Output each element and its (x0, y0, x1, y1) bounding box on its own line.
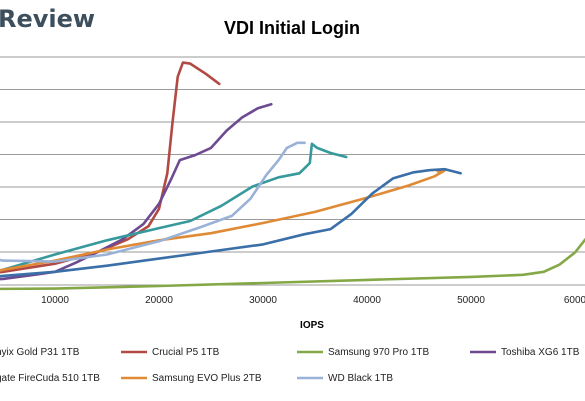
legend-label: Crucial P5 1TB (152, 347, 220, 358)
x-tick-label: 20000 (145, 295, 173, 306)
legend-label: nyix Gold P31 1TB (0, 347, 80, 358)
legend-label: Toshiba XG6 1TB (501, 347, 580, 358)
legend-item: Samsung EVO Plus 2TB (121, 373, 262, 384)
brand-logo-text: Review (0, 5, 95, 33)
legend-label: Samsung 970 Pro 1TB (328, 347, 429, 358)
legend-item: Crucial P5 1TB (121, 347, 220, 358)
legend-item: gate FireCuda 510 1TB (0, 373, 100, 384)
chart-title: VDI Initial Login (224, 18, 360, 38)
series-line (0, 167, 462, 278)
legend-item: WD Black 1TB (297, 373, 393, 384)
x-tick-label: 50000 (457, 295, 485, 306)
x-tick-label: 40000 (353, 295, 381, 306)
plot-area: 10000 20000 30000 40000 50000 6000 (0, 56, 585, 306)
series-line (0, 102, 273, 281)
x-tick-label: 10000 (41, 295, 69, 306)
x-axis-label: IOPS (300, 320, 324, 331)
x-tick-label: 30000 (249, 295, 277, 306)
legend-label: WD Black 1TB (328, 373, 393, 384)
legend-label: Samsung EVO Plus 2TB (152, 373, 262, 384)
legend-item: Toshiba XG6 1TB (470, 347, 580, 358)
x-tick-label: 6000 (564, 295, 585, 306)
series-line (0, 238, 585, 291)
legend-item: Samsung 970 Pro 1TB (297, 347, 429, 358)
legend: nyix Gold P31 1TB Crucial P5 1TB Samsung 9… (0, 347, 580, 384)
series-line (0, 142, 348, 272)
legend-item: nyix Gold P31 1TB (0, 347, 80, 358)
legend-label: gate FireCuda 510 1TB (0, 373, 100, 384)
series-line (0, 141, 306, 263)
